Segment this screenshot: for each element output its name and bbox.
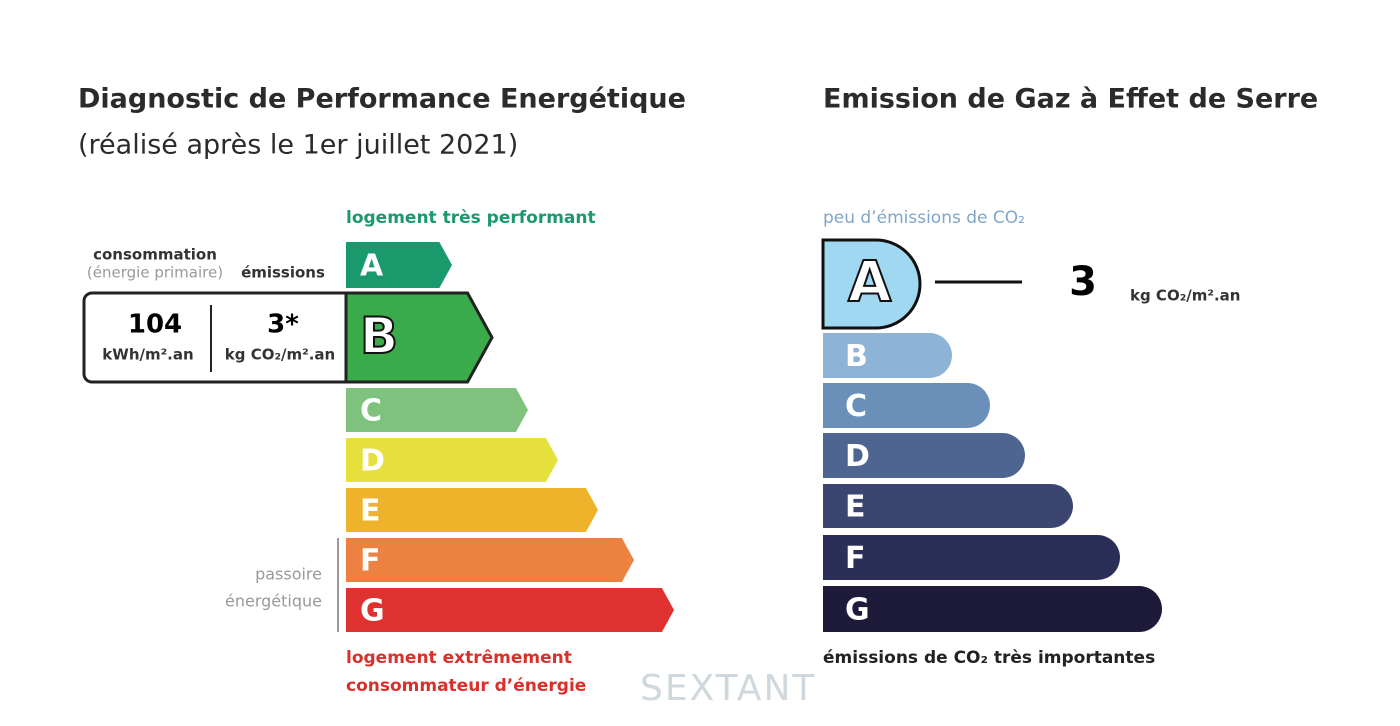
dpe-class-arrow — [346, 588, 674, 632]
ges-class-letter: D — [845, 439, 870, 474]
dpe-class-arrow — [346, 388, 528, 432]
emissions-unit: kg CO₂/m².an — [225, 346, 335, 364]
ges-class-letter: B — [845, 339, 868, 374]
consumption-value: 104 — [128, 310, 182, 340]
dpe-title: Diagnostic de Performance Energétique — [78, 84, 686, 115]
ges-class-letter: C — [845, 389, 867, 424]
dpe-class-arrow — [346, 488, 598, 532]
ges-class-bar — [823, 383, 990, 428]
watermark: SEXTANT — [640, 668, 816, 709]
ges-value: 3 — [1069, 259, 1097, 305]
dpe-bottom-label: logement extrêmement — [346, 648, 572, 668]
dpe-subtitle: (réalisé après le 1er juillet 2021) — [78, 130, 518, 161]
consumption-unit: kWh/m².an — [102, 346, 193, 364]
ges-class-bar — [823, 433, 1025, 478]
dpe-class-letter: C — [360, 394, 382, 429]
passoire-label: énergétique — [225, 592, 322, 611]
dpe-class-arrow — [346, 438, 558, 482]
ges-class-bar — [823, 535, 1120, 580]
ges-class-bar — [823, 586, 1162, 632]
consumption-sublabel: (énergie primaire) — [87, 264, 223, 282]
ges-class-letter: F — [845, 541, 866, 576]
ges-class-letter: E — [845, 490, 866, 525]
ges-class-letter: G — [845, 593, 870, 628]
emissions-value: 3* — [267, 310, 299, 340]
dpe-top-label: logement très performant — [346, 208, 596, 228]
ges-bottom-label: émissions de CO₂ très importantes — [823, 648, 1155, 668]
ges-title: Emission de Gaz à Effet de Serre — [823, 84, 1318, 115]
dpe-class-letter: G — [360, 594, 385, 629]
ges-class-bar — [823, 484, 1073, 528]
consumption-label: consommation — [93, 246, 217, 264]
passoire-label: passoire — [255, 565, 322, 584]
dpe-class-arrow — [346, 538, 634, 582]
dpe-class-letter: A — [360, 249, 384, 284]
ges-class-letter: A — [848, 250, 892, 315]
dpe-class-letter: B — [360, 307, 398, 365]
dpe-bottom-label: consommateur d’énergie — [346, 676, 586, 696]
ges-top-label: peu d’émissions de CO₂ — [823, 208, 1025, 228]
dpe-class-letter: F — [360, 544, 381, 579]
ges-class-bar — [821, 238, 922, 330]
dpe-class-arrow — [346, 242, 452, 288]
dpe-class-letter: E — [360, 494, 381, 529]
ges-unit: kg CO₂/m².an — [1130, 287, 1240, 305]
dpe-class-arrow — [344, 291, 494, 384]
dpe-class-letter: D — [360, 444, 385, 479]
emissions-label: émissions — [241, 264, 325, 282]
ges-class-bar — [823, 333, 952, 378]
